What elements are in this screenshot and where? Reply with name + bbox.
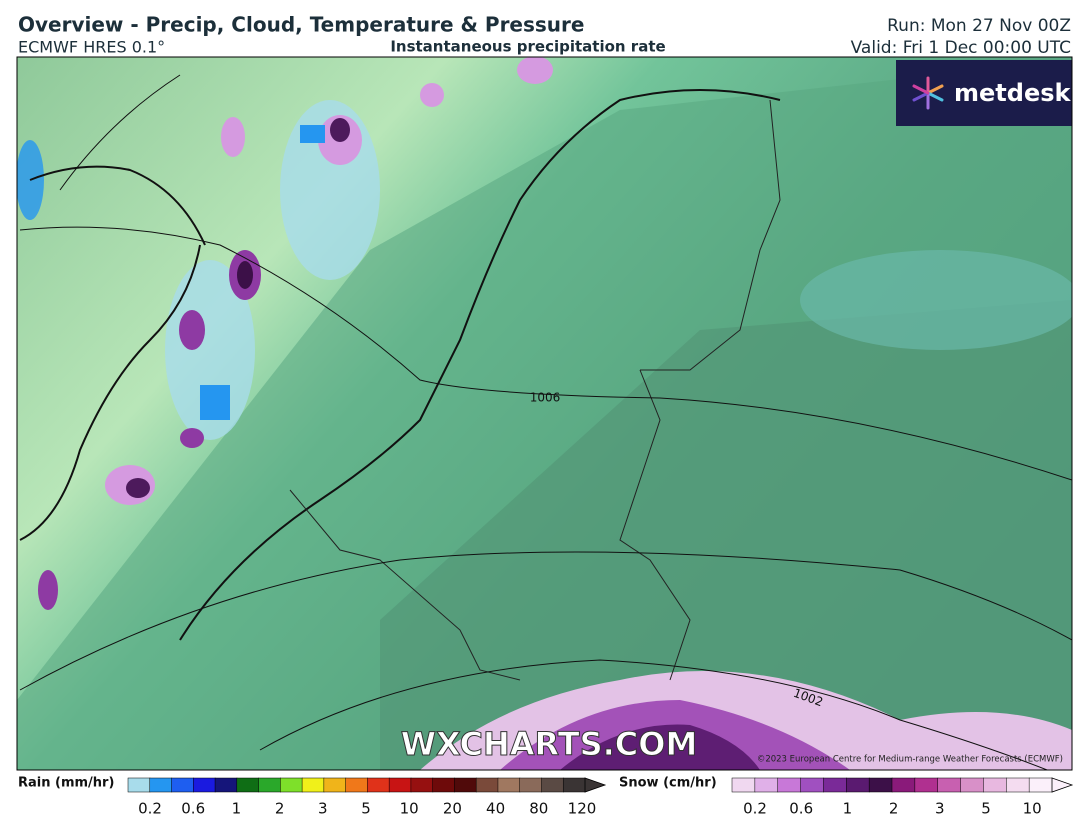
- rain-swatch: [323, 777, 347, 793]
- colorbar-label: 2: [889, 800, 899, 818]
- rain-swatch: [149, 777, 173, 793]
- colorbar-label: 20: [443, 800, 462, 818]
- map-frame: [16, 56, 1073, 771]
- rain-swatch: [432, 777, 455, 793]
- rain-swatch: [193, 777, 216, 793]
- snow-swatch: [891, 777, 916, 793]
- snow-swatch: [777, 777, 802, 793]
- colorbar-label: 0.6: [789, 800, 813, 818]
- rain-swatch: [475, 777, 499, 793]
- snow-swatch: [1006, 777, 1030, 793]
- rain-swatch: [497, 777, 521, 793]
- rain-swatch: [214, 777, 238, 793]
- rain-swatch: [454, 777, 477, 793]
- cloud-band: [380, 300, 1072, 770]
- model: ECMWF HRES 0.1°: [18, 38, 165, 57]
- colorbar-labels: 0.2 0.6 1 2 3 5 10 20 40 80 120 0.2 0.6 1 2 3 5 10: [138, 800, 1042, 818]
- colorbar-label: 3: [935, 800, 945, 818]
- rain-swatch-arrow: [584, 777, 607, 793]
- rain-swatch: [519, 777, 543, 793]
- colorbar-label: 5: [361, 800, 371, 818]
- map: 1006 1002 metdesk WXCHARTS.COM ©2023 Eur…: [17, 57, 1072, 770]
- snow-swatch: [823, 777, 847, 793]
- colorbar-label: 40: [486, 800, 505, 818]
- field: Instantaneous precipitation rate: [390, 38, 665, 56]
- rain-swatch: [171, 777, 194, 793]
- colorbar-label: 10: [400, 800, 419, 818]
- snow-swatch: [754, 777, 779, 793]
- logo-icon: [912, 76, 944, 110]
- snow-swatch: [1028, 777, 1053, 793]
- logo: metdesk: [954, 79, 1072, 107]
- snow-swatch: [731, 777, 756, 793]
- colorbar-label: 80: [529, 800, 548, 818]
- isobar-label: 1006: [530, 391, 561, 405]
- watermark: WXCHARTS.COM: [401, 725, 698, 763]
- colorbar-label: 1: [843, 800, 853, 818]
- title: Overview - Precip, Cloud, Temperature & …: [18, 13, 584, 37]
- colorbar-label: 10: [1023, 800, 1042, 818]
- snow-swatch: [846, 777, 870, 793]
- rain-swatch: [410, 777, 434, 793]
- snow-legend-title: Snow (cm/hr): [619, 776, 717, 791]
- snow-swatch: [868, 777, 893, 793]
- snow-swatch: [960, 777, 984, 793]
- valid: Valid: Fri 1 Dec 00:00 UTC: [851, 38, 1071, 58]
- colorbar-label: 2: [275, 800, 285, 818]
- colorbar-label: 120: [568, 800, 597, 818]
- colorbar-label: 5: [981, 800, 991, 818]
- snow-swatch: [800, 777, 824, 793]
- run: Run: Mon 27 Nov 00Z: [887, 16, 1071, 36]
- colorbar-label: 0.2: [743, 800, 767, 818]
- rain-swatch: [236, 777, 260, 793]
- colorbar-label: 0.2: [138, 800, 162, 818]
- colorbars: [127, 777, 1074, 793]
- rain-swatch: [301, 777, 325, 793]
- coastline: [19, 89, 781, 641]
- rain-swatch: [388, 777, 412, 793]
- colorbar-label: 3: [318, 800, 328, 818]
- rain-swatch: [367, 777, 390, 793]
- rain-legend-title: Rain (mm/hr): [18, 776, 114, 791]
- rain-swatch: [541, 777, 564, 793]
- rain-swatch: [127, 777, 151, 793]
- rain-swatch: [562, 777, 586, 793]
- isobars: [19, 74, 1072, 770]
- cloud-band: [800, 250, 1072, 350]
- snow-swatch: [937, 777, 962, 793]
- snow-swatch: [983, 777, 1007, 793]
- snow-swatch: [914, 777, 939, 793]
- colorbar-label: 0.6: [181, 800, 205, 818]
- rain-swatch: [345, 777, 368, 793]
- snow-area: [560, 724, 760, 770]
- colorbar-label: 1: [232, 800, 242, 818]
- copyright: ©2023 European Centre for Medium-range W…: [757, 755, 1063, 765]
- rain-swatch: [258, 777, 281, 793]
- snow-swatch-arrow: [1051, 777, 1074, 793]
- rain-swatch: [280, 777, 303, 793]
